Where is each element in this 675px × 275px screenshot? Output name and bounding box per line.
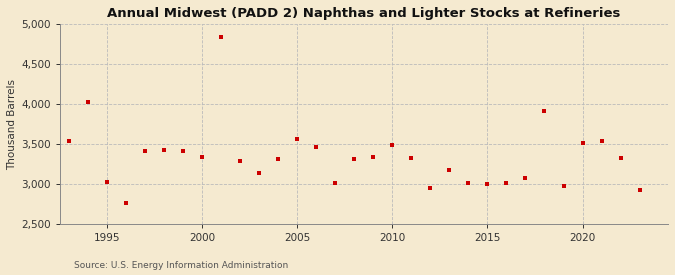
Point bbox=[349, 156, 360, 161]
Point bbox=[577, 141, 588, 145]
Point bbox=[83, 100, 94, 105]
Point bbox=[216, 35, 227, 39]
Point bbox=[444, 167, 455, 172]
Point bbox=[235, 159, 246, 163]
Point bbox=[273, 157, 284, 161]
Point bbox=[140, 148, 151, 153]
Point bbox=[330, 180, 341, 185]
Point bbox=[178, 148, 189, 153]
Point bbox=[64, 139, 75, 143]
Point bbox=[311, 145, 322, 150]
Point bbox=[482, 182, 493, 186]
Point bbox=[387, 143, 398, 147]
Point bbox=[159, 147, 169, 152]
Point bbox=[121, 201, 132, 206]
Y-axis label: Thousand Barrels: Thousand Barrels bbox=[7, 79, 17, 170]
Title: Annual Midwest (PADD 2) Naphthas and Lighter Stocks at Refineries: Annual Midwest (PADD 2) Naphthas and Lig… bbox=[107, 7, 620, 20]
Point bbox=[406, 156, 417, 160]
Point bbox=[596, 139, 607, 143]
Point bbox=[368, 155, 379, 159]
Point bbox=[501, 181, 512, 186]
Point bbox=[102, 180, 113, 184]
Point bbox=[558, 184, 569, 188]
Point bbox=[292, 136, 303, 141]
Point bbox=[615, 156, 626, 160]
Point bbox=[634, 188, 645, 192]
Point bbox=[254, 171, 265, 175]
Point bbox=[463, 180, 474, 185]
Point bbox=[425, 186, 436, 190]
Text: Source: U.S. Energy Information Administration: Source: U.S. Energy Information Administ… bbox=[74, 260, 288, 270]
Point bbox=[197, 155, 208, 159]
Point bbox=[539, 109, 550, 114]
Point bbox=[520, 176, 531, 180]
